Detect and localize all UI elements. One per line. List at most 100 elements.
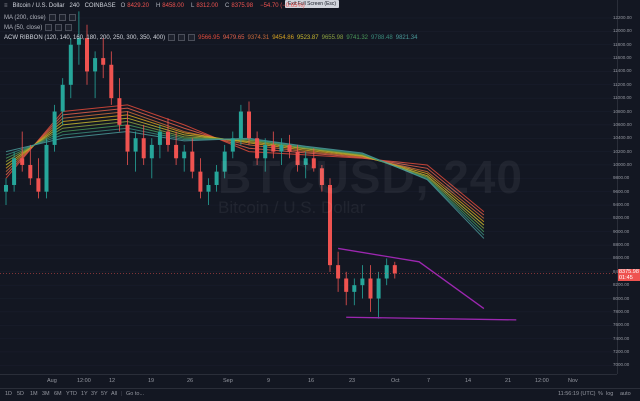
bottom-toolbar: 1D 5D 1M 3M 6M YTD 1Y 3Y 5Y All | Go to.… bbox=[0, 388, 640, 401]
settings-icon[interactable] bbox=[178, 34, 186, 41]
percent-toggle[interactable]: % bbox=[598, 391, 603, 397]
candle bbox=[352, 278, 357, 306]
time-tick-label: 21 bbox=[505, 378, 512, 384]
range-3y[interactable]: 3Y bbox=[91, 391, 98, 397]
indicator-acw-ribbon[interactable]: ACW RIBBON (120, 140, 160, 180, 200, 250… bbox=[4, 34, 417, 41]
ribbon-line bbox=[5, 104, 485, 213]
range-5d[interactable]: 5D bbox=[17, 391, 25, 397]
candle bbox=[222, 144, 227, 179]
candle bbox=[319, 164, 324, 192]
candle bbox=[149, 138, 154, 179]
candle bbox=[247, 101, 251, 145]
range-1y[interactable]: 1Y bbox=[81, 391, 88, 397]
candle bbox=[190, 138, 195, 179]
candle-body bbox=[157, 131, 162, 145]
candle-body bbox=[247, 111, 251, 139]
visibility-icon[interactable] bbox=[48, 14, 56, 21]
indicator-ma50[interactable]: MA (50, close) bbox=[4, 24, 73, 31]
candle bbox=[166, 118, 170, 152]
range-5y[interactable]: 5Y bbox=[101, 391, 108, 397]
time-tick-label: 7 bbox=[427, 378, 431, 384]
price-axis[interactable]: 12200.00 12000.00 11800.00 11600.00 11400.00… bbox=[613, 0, 640, 374]
symbol-legend[interactable]: ≡ Bitcoin / U.S. Dollar 240 COINBASE O 84… bbox=[4, 3, 307, 9]
candle bbox=[263, 138, 268, 172]
candle bbox=[311, 148, 316, 172]
close-icon[interactable] bbox=[68, 14, 76, 21]
range-3m[interactable]: 3M bbox=[42, 391, 50, 397]
candle bbox=[392, 261, 397, 279]
price-tick-label: 9800.00 bbox=[613, 175, 630, 181]
candle bbox=[206, 178, 211, 206]
candle-body bbox=[255, 138, 260, 159]
indicator-ma200[interactable]: MA (200, close) bbox=[4, 14, 76, 21]
price-tick-label: 10200.00 bbox=[613, 149, 632, 155]
chart-pane[interactable]: BTCUSD, 240 Bitcoin / U.S. Dollar Exit F… bbox=[0, 0, 617, 374]
candle bbox=[368, 265, 373, 312]
auto-toggle[interactable]: auto bbox=[620, 391, 631, 397]
candle bbox=[117, 78, 122, 132]
range-1m[interactable]: 1M bbox=[30, 391, 38, 397]
ribbon-value: 9479.65 bbox=[222, 34, 245, 41]
candle bbox=[125, 111, 130, 165]
candle bbox=[336, 251, 341, 292]
price-tick-label: 11600.00 bbox=[613, 55, 632, 61]
price-tick-label: 10400.00 bbox=[613, 135, 632, 141]
ribbon-line bbox=[5, 107, 485, 216]
candle bbox=[238, 104, 243, 145]
visibility-icon[interactable] bbox=[45, 24, 53, 31]
candle-body bbox=[230, 138, 235, 152]
price-tick-label: 9400.00 bbox=[613, 202, 630, 208]
time-tick-label: 9 bbox=[267, 378, 271, 384]
trendline-lower bbox=[346, 316, 517, 321]
candle-body bbox=[101, 58, 106, 65]
price-tick-label: 12000.00 bbox=[613, 28, 632, 34]
low-value: 8312.00 bbox=[196, 3, 219, 9]
ribbon-value: 9655.98 bbox=[321, 34, 344, 41]
candle bbox=[93, 51, 98, 99]
close-icon[interactable] bbox=[188, 34, 196, 41]
range-6m[interactable]: 6M bbox=[54, 391, 62, 397]
price-tick-label: 7800.00 bbox=[613, 309, 630, 315]
close-icon[interactable] bbox=[65, 24, 73, 31]
range-all[interactable]: All bbox=[111, 391, 118, 397]
time-tick-label: Sep bbox=[223, 378, 233, 384]
menu-icon[interactable]: ≡ bbox=[4, 3, 8, 9]
candle-body bbox=[85, 38, 89, 72]
candle bbox=[28, 144, 33, 185]
range-ytd[interactable]: YTD bbox=[66, 391, 77, 397]
candle-body bbox=[303, 158, 308, 165]
time-axis[interactable]: Aug 12:00 12 19 26 Sep 9 16 23 Oct 7 14 21 12:00 Nov bbox=[0, 374, 617, 389]
visibility-icon[interactable] bbox=[168, 34, 176, 41]
settings-icon[interactable] bbox=[58, 14, 66, 21]
chart-canvas[interactable] bbox=[0, 0, 617, 374]
candle-body bbox=[384, 265, 389, 279]
low-label: L bbox=[191, 3, 195, 9]
ma50-label: MA (50, close) bbox=[4, 24, 43, 31]
candle-body bbox=[206, 184, 211, 192]
time-tick-label: 12:00 bbox=[77, 378, 91, 384]
settings-icon[interactable] bbox=[55, 24, 63, 31]
candle-body bbox=[36, 178, 41, 192]
range-1d[interactable]: 1D bbox=[5, 391, 13, 397]
candle bbox=[101, 38, 106, 79]
goto-button[interactable]: Go to... bbox=[126, 391, 145, 397]
price-tick-label: 10800.00 bbox=[613, 109, 632, 114]
price-tick-label: 7200.00 bbox=[613, 349, 630, 355]
open-value: 8429.20 bbox=[127, 3, 149, 9]
candle-body bbox=[263, 144, 268, 159]
candle bbox=[174, 131, 179, 165]
watermark-symbol: BTCUSD, 240 bbox=[218, 151, 523, 203]
candle-body bbox=[190, 151, 195, 172]
ribbon-value: 9523.87 bbox=[296, 34, 319, 41]
log-toggle[interactable]: log bbox=[606, 391, 614, 397]
time-tick-label: 12 bbox=[109, 378, 116, 384]
time-tick-label: 16 bbox=[308, 378, 315, 384]
candle bbox=[85, 24, 89, 85]
candle bbox=[4, 178, 8, 206]
time-tick-label: Aug bbox=[47, 378, 57, 384]
candle-body bbox=[141, 138, 146, 159]
candle bbox=[214, 164, 219, 192]
ribbon-value: 9788.48 bbox=[371, 34, 393, 41]
time-tick-label: 23 bbox=[349, 378, 356, 384]
candle-body bbox=[60, 84, 65, 112]
